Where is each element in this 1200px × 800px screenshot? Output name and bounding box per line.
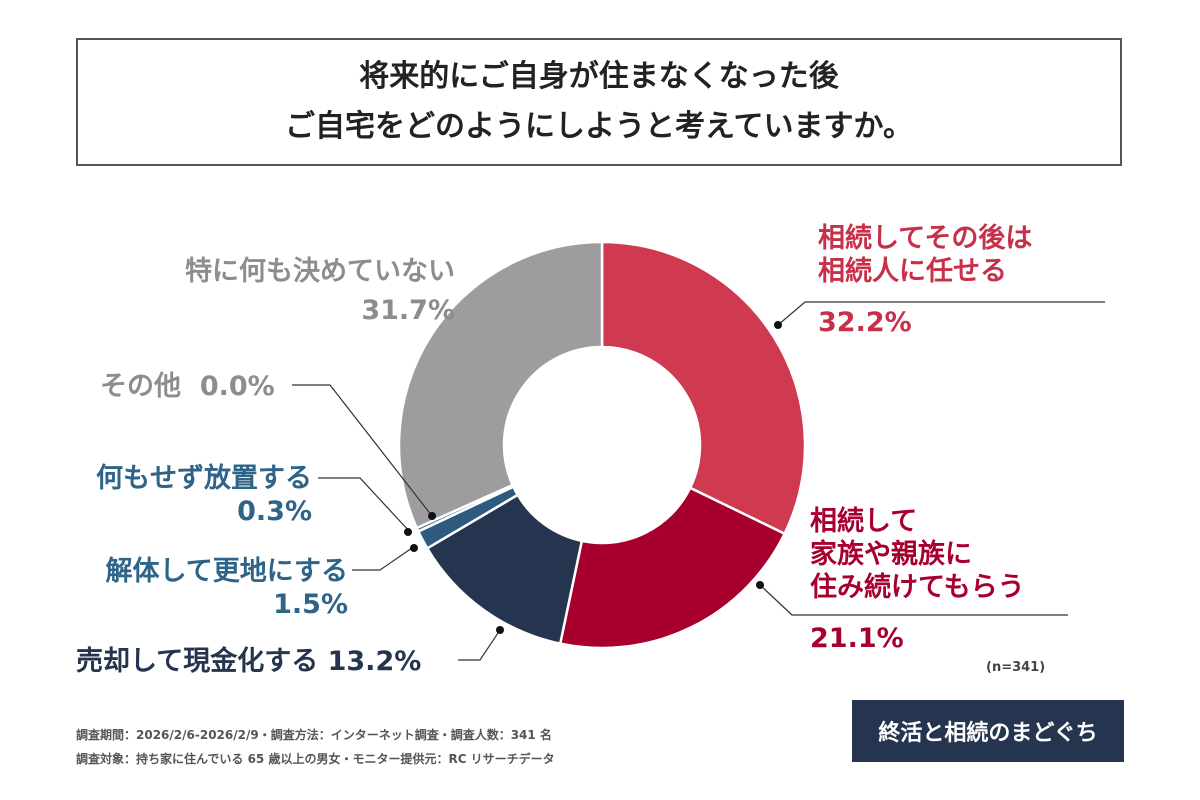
label-text: 何もせず放置する xyxy=(96,463,312,494)
data-label: 13.2% xyxy=(327,646,422,677)
leader-line-5 xyxy=(292,384,433,517)
slice-2 xyxy=(425,493,584,646)
label-slice-1: 相続して 家族や親族に 住み続けてもらう 21.1% xyxy=(810,505,1025,655)
leader-dot xyxy=(496,626,504,634)
leader-dot xyxy=(428,512,436,520)
survey-note-1: 調査期間：2026/2/6-2026/2/9・調査方法：インターネット調査・調査… xyxy=(76,728,552,742)
label-slice-4: 何もせず放置する 0.3% xyxy=(96,462,312,528)
label-slice-2: 売却して現金化する 13.2% xyxy=(76,645,421,678)
leader-dot xyxy=(774,321,782,329)
label-slice-6: 特に何も決めていない 31.7% xyxy=(185,255,455,327)
label-text: 解体して更地にする xyxy=(105,556,348,587)
logo-text: 終活と相続のまどぐち xyxy=(878,721,1098,746)
label-text: 売却して現金化する xyxy=(76,646,319,677)
title-line-1: 将来的にご自身が住まなくなった後 xyxy=(359,59,839,94)
leader-line-2 xyxy=(458,629,501,661)
leader-dot xyxy=(404,528,412,536)
leader-line-0 xyxy=(777,301,1105,326)
label-text: 住み続けてもらう xyxy=(810,572,1025,603)
label-text: 家族や親族に xyxy=(810,539,972,570)
data-label: 1.5% xyxy=(273,589,348,620)
label-text: 相続人に任せる xyxy=(818,256,1007,287)
survey-note-2: 調査対象：持ち家に住んでいる 65 歳以上の男女・モニター提供元：RC リサーチ… xyxy=(76,752,555,766)
data-label: 32.2% xyxy=(818,307,912,338)
title-line-2: ご自宅をどのようにしようと考えていますか。 xyxy=(285,109,913,144)
leader-dot xyxy=(756,581,764,589)
slice-6 xyxy=(397,240,604,530)
label-text: 相続して xyxy=(810,506,918,537)
leader-line-3 xyxy=(352,547,413,571)
sample-size: (n=341) xyxy=(986,660,1046,675)
data-label: 21.1% xyxy=(810,623,904,654)
leader-line-4 xyxy=(318,477,411,533)
leader-line-1 xyxy=(759,584,1068,616)
label-text: その他 xyxy=(100,371,181,402)
label-text: 相続してその後は xyxy=(818,223,1033,254)
leader-dot xyxy=(410,544,418,552)
label-text: 特に何も決めていない xyxy=(185,256,455,287)
brand-logo: 終活と相続のまどぐち xyxy=(852,700,1124,762)
slice-0 xyxy=(600,240,807,536)
label-slice-5: その他 0.0% xyxy=(100,370,275,403)
data-label: 0.3% xyxy=(237,496,312,527)
label-slice-0: 相続してその後は 相続人に任せる 32.2% xyxy=(818,222,1032,339)
chart-title: 将来的にご自身が住まなくなった後 ご自宅をどのようにしようと考えていますか。 xyxy=(76,38,1122,166)
data-label: 31.7% xyxy=(361,295,455,326)
label-slice-3: 解体して更地にする 1.5% xyxy=(106,555,348,621)
slice-1 xyxy=(558,486,787,650)
data-label: 0.0% xyxy=(199,371,275,402)
